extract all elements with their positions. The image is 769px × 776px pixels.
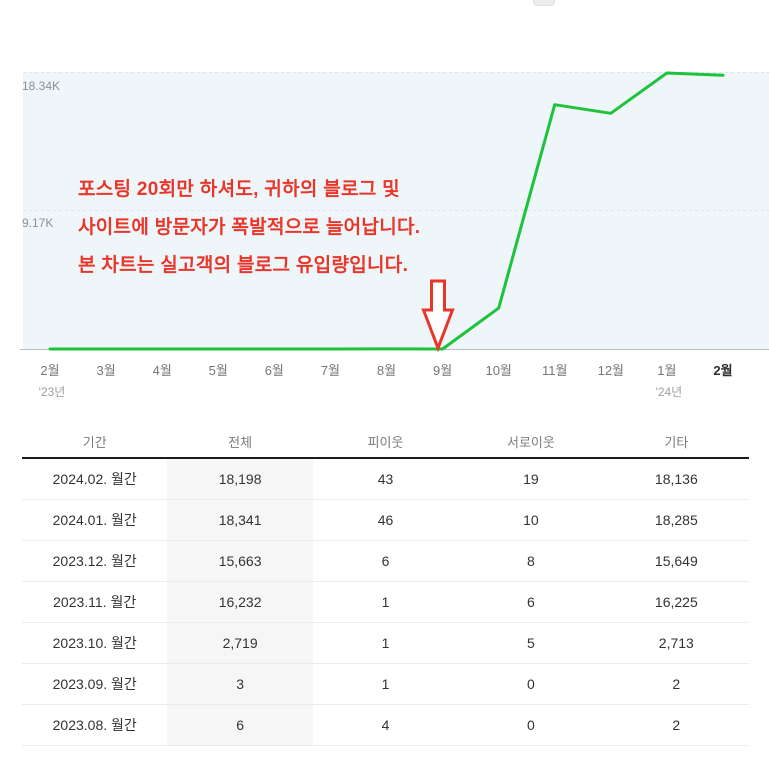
table-cell: 46 (377, 512, 394, 528)
table-cell: 16,225 (654, 594, 698, 610)
table-cell: 2 (672, 717, 681, 733)
table-cell: 2023.11. 월간 (53, 594, 137, 610)
x-axis-label: 7월 (320, 363, 340, 378)
x-axis-label: 4월 (152, 363, 172, 378)
x-axis-label: 5월 (208, 363, 228, 378)
table-row: 2023.12. 월간 15,663 6 8 15,649 (22, 541, 749, 582)
table-header-row: 기간 전체 피이웃 서로이웃 기타 (22, 426, 749, 459)
promo-annotation-line: 포스팅 20회만 하셔도, 귀하의 블로그 및 (78, 179, 400, 200)
visitor-trend-line (48, 71, 725, 351)
table-cell: 2023.09. 월간 (52, 676, 137, 692)
table-cell: 10 (523, 512, 539, 528)
table-cell: 6 (381, 553, 390, 569)
table-cell: 18,136 (654, 471, 698, 487)
table-cell: 2,719 (167, 623, 313, 663)
table-cell: 0 (527, 717, 535, 733)
table-cell: 2,713 (658, 635, 694, 651)
table-cell: 43 (377, 471, 394, 487)
table-row: 2023.09. 월간 3 1 0 2 (22, 664, 749, 705)
table-row: 2024.02. 월간 18,198 43 19 18,136 (22, 459, 749, 500)
x-axis-label: 2월 (713, 363, 733, 378)
table-cell: 18,198 (167, 459, 313, 499)
cropped-ui-fragment (533, 0, 555, 6)
x-axis-label: 12월 (597, 363, 625, 378)
down-arrow-icon (421, 279, 455, 353)
table-cell: 1 (381, 594, 390, 610)
x-axis-label: 11월 (541, 363, 568, 378)
table-cell: 15,663 (167, 541, 313, 581)
y-axis-label: 18.34K (22, 79, 61, 93)
column-header: 피이웃 (367, 435, 404, 450)
visitor-stats-table: 기간 전체 피이웃 서로이웃 기타 2024.02. 월간 18,198 43 19 18,13… (22, 426, 749, 746)
table-cell: 3 (167, 664, 313, 704)
table-row: 2023.11. 월간 16,232 1 6 16,225 (22, 582, 749, 623)
table-cell: 2023.10. 월간 (52, 635, 137, 651)
table-cell: 2023.08. 월간 (52, 717, 137, 733)
table-cell: 8 (527, 553, 535, 569)
x-axis-label: 1월 (657, 363, 677, 378)
table-cell: 15,649 (654, 553, 698, 569)
table-cell: 1 (381, 635, 390, 651)
table-row: 2024.01. 월간 18,341 46 10 18,285 (22, 500, 749, 541)
chart-canvas (20, 71, 769, 353)
table-cell: 5 (527, 635, 535, 651)
promo-annotation-line: 사이트에 방문자가 폭발적으로 늘어납니다. (78, 217, 421, 238)
table-cell: 6 (527, 594, 535, 610)
promo-annotation-line: 본 차트는 실고객의 블로그 유입량입니다. (78, 255, 409, 276)
table-cell: 2023.12. 월간 (52, 553, 137, 569)
x-axis-year-label: '24년 (655, 385, 683, 399)
table-cell: 18,341 (167, 500, 313, 540)
table-row: 2023.10. 월간 2,719 1 5 2,713 (22, 623, 749, 664)
column-header: 전체 (228, 435, 253, 450)
x-axis-year-label: '23년 (38, 385, 66, 399)
x-axis-label: 3월 (96, 363, 116, 378)
table-cell: 2 (672, 676, 681, 692)
table-row: 2023.08. 월간 6 4 0 2 (22, 705, 749, 746)
x-axis-label: 8월 (376, 363, 397, 378)
table-cell: 4 (381, 717, 390, 733)
column-header: 서로이웃 (507, 435, 555, 450)
x-axis-label: 2월 (40, 363, 60, 378)
y-axis-label: 9.17K (22, 216, 54, 230)
x-axis-label: 10월 (485, 363, 512, 378)
table-cell: 18,285 (654, 512, 698, 528)
x-axis-label: 9월 (432, 363, 453, 378)
column-header: 기간 (82, 435, 107, 450)
table-cell: 2024.01. 월간 (52, 512, 137, 528)
x-axis-label: 6월 (264, 363, 284, 378)
table-cell: 6 (167, 705, 313, 745)
table-cell: 0 (527, 676, 535, 692)
promo-annotation: 포스팅 20회만 하셔도, 귀하의 블로그 및 사이트에 방문자가 폭발적으로 … (78, 171, 420, 285)
table-cell: 2024.02. 월간 (52, 471, 137, 487)
table-cell: 16,232 (167, 582, 313, 622)
visitor-inflow-chart[interactable]: 18.34K 9.17K 포스팅 20회만 하셔도, 귀하의 블로그 및 사이트… (0, 0, 769, 410)
table-cell: 1 (381, 676, 390, 692)
column-header: 기타 (664, 435, 689, 450)
table-body: 2024.02. 월간 18,198 43 19 18,136 2024.01. 월간 18… (22, 459, 749, 746)
table-cell: 19 (523, 471, 539, 487)
